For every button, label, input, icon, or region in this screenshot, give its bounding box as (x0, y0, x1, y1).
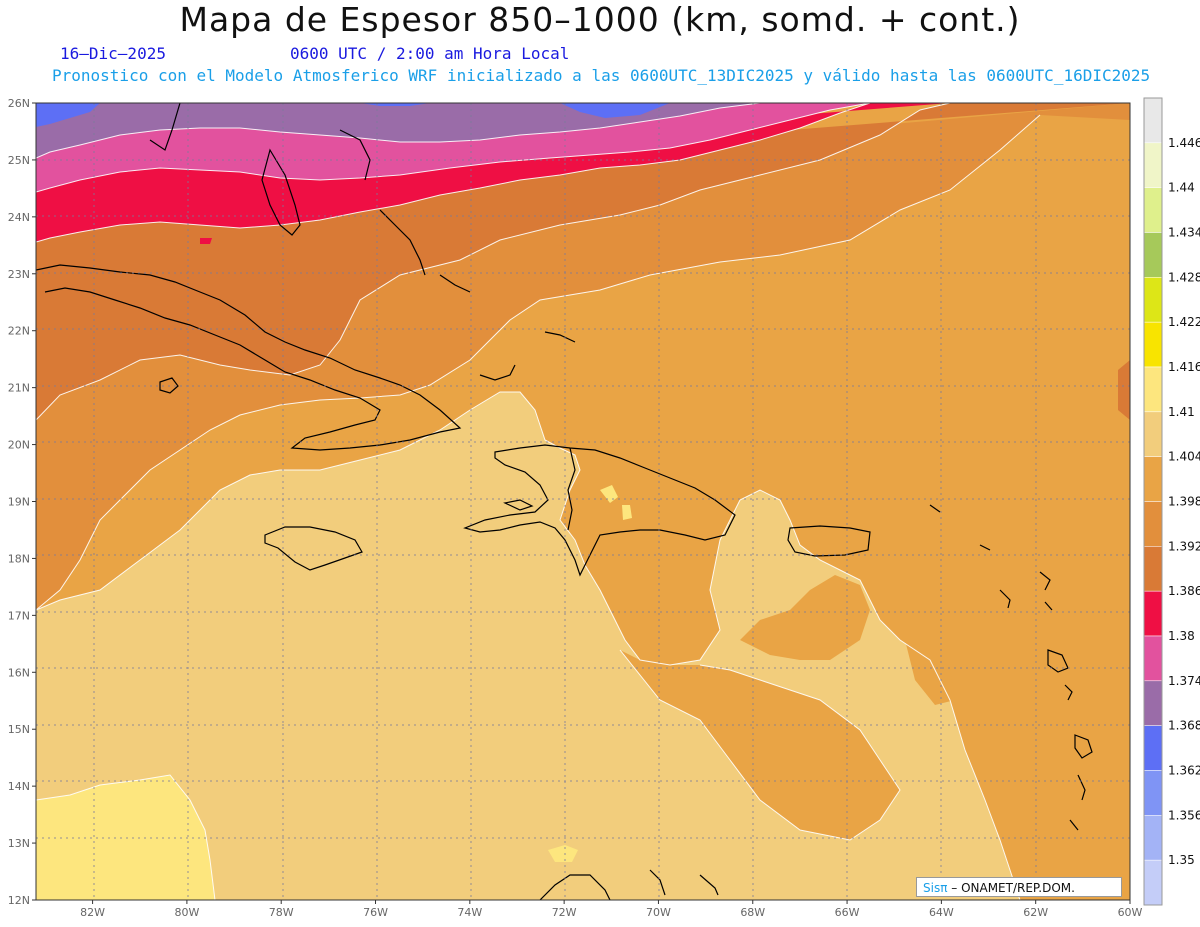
colorbar-label: 1.368 (1168, 719, 1200, 733)
colorbar-swatch (1143, 456, 1163, 502)
colorbar-label: 1.356 (1168, 808, 1200, 822)
colorbar-swatch (1143, 277, 1163, 323)
lat-label: 14N (8, 780, 30, 793)
colorbar-label: 1.446 (1168, 136, 1200, 150)
lon-label: 72W (552, 906, 577, 919)
colorbar-swatch (1143, 815, 1163, 861)
colorbar-label: 1.41 (1168, 405, 1195, 419)
band-1410-s (548, 845, 578, 862)
lon-label: 82W (80, 906, 105, 919)
colorbar-swatch (1143, 725, 1163, 771)
band-1386-east (1118, 360, 1130, 420)
colorbar-label: 1.374 (1168, 674, 1200, 688)
lat-label: 13N (8, 837, 30, 850)
thickness-field (36, 103, 1130, 900)
colorbar-label: 1.386 (1168, 584, 1200, 598)
band-1410-hispaniola-b (622, 505, 632, 520)
lon-label: 68W (740, 906, 765, 919)
credit-brand: Sisπ (923, 881, 948, 895)
colorbar-label: 1.416 (1168, 360, 1200, 374)
lat-label: 12N (8, 894, 30, 907)
colorbar-label: 1.422 (1168, 315, 1200, 329)
lon-label: 66W (835, 906, 860, 919)
colorbar-swatch (1143, 232, 1163, 278)
forecast-date: 16–Dic–2025 (60, 44, 166, 63)
colorbar-swatch (1143, 590, 1163, 637)
band-1362-ne (560, 103, 670, 118)
colorbar-label: 1.392 (1168, 539, 1200, 553)
lat-label: 15N (8, 723, 30, 736)
lat-label: 22N (8, 325, 30, 338)
colorbar-label: 1.362 (1168, 764, 1200, 778)
lon-label: 78W (269, 906, 294, 919)
colorbar-swatch (1143, 635, 1163, 682)
colorbar: 1.446 1.44 1.434 1.428 1.422 1.416 1.41 1.404 1.… (1143, 97, 1200, 906)
colorbar-swatch (1143, 411, 1163, 457)
lon-label: 70W (646, 906, 671, 919)
colorbar-swatch (1143, 770, 1163, 816)
band-1380 (36, 103, 950, 242)
forecast-time: 0600 UTC / 2:00 am Hora Local (290, 44, 570, 63)
lat-label: 24N (8, 211, 30, 224)
longitude-axis: 82W 80W 78W 76W 74W 72W 70W 68W 66W 64W 62W 60W (80, 900, 1143, 919)
lon-label: 74W (457, 906, 482, 919)
colorbar-label: 1.404 (1168, 450, 1200, 464)
band-1362-nw (36, 103, 100, 127)
graticule (36, 103, 1130, 900)
colorbar-swatch (1143, 859, 1163, 906)
colorbar-swatch (1143, 187, 1163, 233)
lat-label: 19N (8, 496, 30, 509)
lat-label: 25N (8, 154, 30, 167)
lat-label: 26N (8, 97, 30, 110)
lon-label: 62W (1023, 906, 1048, 919)
lon-label: 64W (929, 906, 954, 919)
lat-label: 16N (8, 666, 30, 679)
colorbar-label: 1.44 (1168, 181, 1195, 195)
lat-label: 17N (8, 609, 30, 622)
band-1368 (36, 103, 760, 158)
band-1398-patch-a (620, 650, 900, 840)
coastlines (36, 103, 1093, 900)
colorbar-swatch (1143, 501, 1163, 547)
lat-label: 23N (8, 268, 30, 281)
lon-label: 76W (363, 906, 388, 919)
colorbar-swatch (1143, 142, 1163, 188)
colorbar-swatch (1143, 97, 1163, 144)
lon-label: 80W (174, 906, 199, 919)
colorbar-label: 1.38 (1168, 629, 1195, 643)
colorbar-swatch (1143, 321, 1163, 368)
colorbar-swatch (1143, 366, 1163, 413)
band-1380-patch (200, 238, 212, 244)
band-1398-patch-b (740, 575, 870, 660)
colorbar-label: 1.434 (1168, 226, 1200, 240)
lat-label: 18N (8, 552, 30, 565)
colorbar-frame (1143, 97, 1163, 906)
colorbar-swatch (1143, 546, 1163, 592)
colorbar-label: 1.428 (1168, 270, 1200, 284)
band-1398-patch-c (905, 640, 955, 705)
lat-label: 20N (8, 439, 30, 452)
lat-label: 21N (8, 382, 30, 395)
latitude-axis: 26N 25N 24N 23N 22N 21N 20N 19N 18N 17N 16N 15N 14N 1… (8, 97, 36, 907)
lon-label: 60W (1118, 906, 1143, 919)
band-1410-sw (36, 775, 215, 900)
credit-box: Sisπ – ONAMET/REP.DOM. (916, 877, 1122, 897)
colorbar-swatch (1143, 680, 1163, 726)
map-title: Mapa de Espesor 850–1000 (km, somd. + co… (179, 0, 1021, 39)
colorbar-label: 1.398 (1168, 495, 1200, 509)
credit-text: – ONAMET/REP.DOM. (947, 881, 1075, 895)
model-description: Pronostico con el Modelo Atmosferico WRF… (52, 66, 1151, 85)
colorbar-label: 1.35 (1168, 853, 1195, 867)
